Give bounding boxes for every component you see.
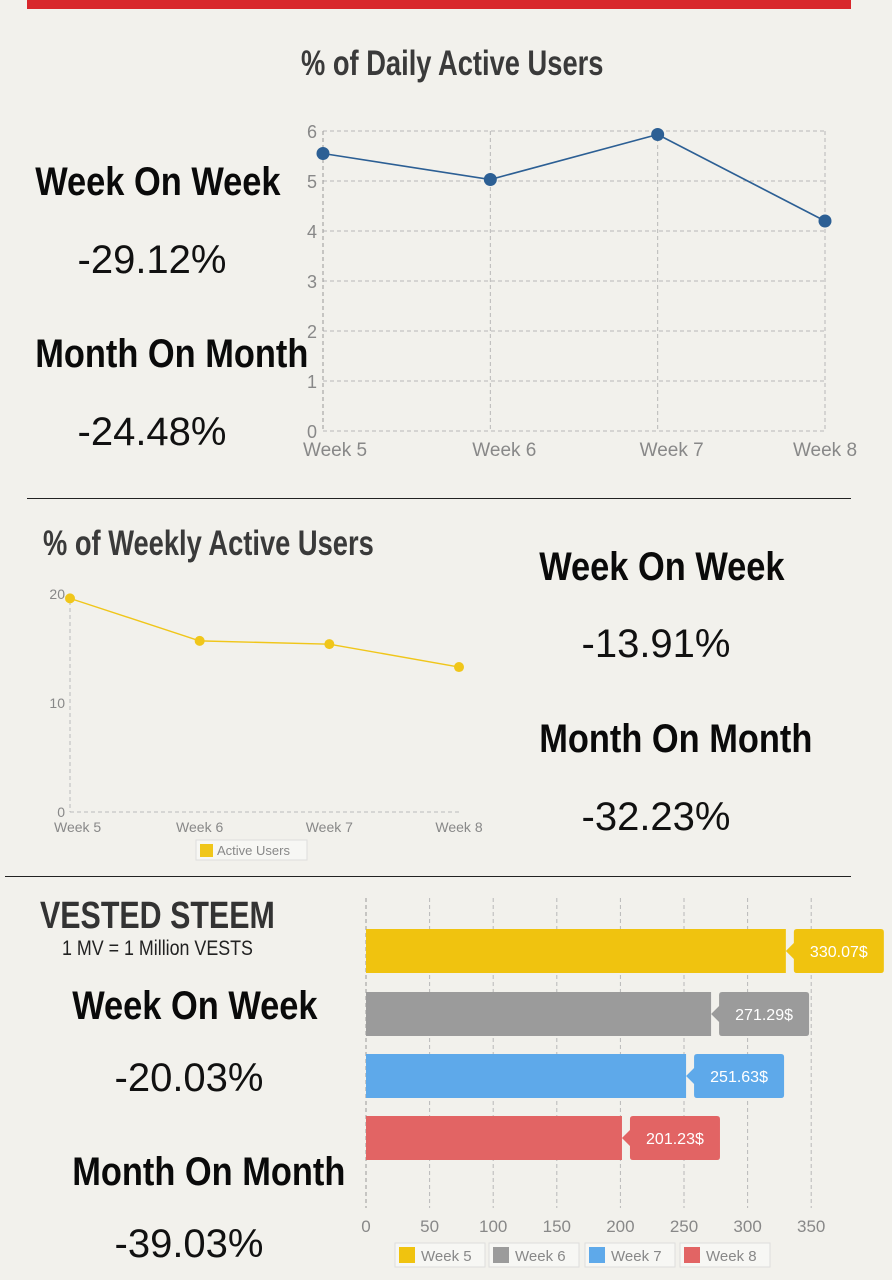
dau-chart-title: % of Daily Active Users: [301, 44, 604, 83]
vested-data-label-bubble: [621, 1116, 720, 1160]
dau-mom-value: -24.48%: [77, 410, 227, 454]
vested-data-label: 251.63$: [710, 1069, 768, 1086]
vested-x-tick-label: 350: [797, 1217, 825, 1236]
vested-data-label: 271.29$: [735, 1007, 793, 1024]
dau-x-tick-label: Week 5: [303, 440, 367, 461]
vested-legend-label: Week 5: [421, 1248, 472, 1265]
wau-y-tick-label: 0: [57, 804, 65, 820]
dau-y-tick-label: 2: [307, 322, 317, 342]
wau-data-point: [65, 593, 75, 604]
vested-x-tick-label: 250: [670, 1217, 698, 1236]
wau-mom-value: -32.23%: [581, 795, 731, 839]
vested-bar: [366, 929, 786, 973]
dau-y-tick-label: 0: [307, 422, 317, 442]
vested-x-tick-label: 0: [361, 1217, 370, 1236]
dau-y-tick-label: 1: [307, 372, 317, 392]
wau-data-point: [194, 635, 205, 646]
wau-x-tick-label: Week 6: [176, 819, 223, 835]
dau-wow-value: -29.12%: [77, 238, 227, 282]
wau-wow-value: -13.91%: [581, 622, 731, 666]
section-divider-2: [5, 876, 851, 877]
dau-x-tick-label: Week 7: [640, 440, 704, 461]
vested-data-label: 201.23$: [646, 1131, 704, 1148]
dau-wow-label: Week On Week: [35, 160, 281, 204]
wau-data-point: [324, 639, 335, 650]
wau-chart-title: % of Weekly Active Users: [43, 524, 374, 563]
vested-x-tick-label: 300: [733, 1217, 761, 1236]
vested-mom-value: -39.03%: [114, 1222, 264, 1266]
wau-legend-box: [195, 839, 308, 861]
vested-data-label-bubble: [785, 929, 884, 973]
vested-legend-swatch: [684, 1247, 700, 1263]
vested-title: VESTED STEEM: [40, 895, 275, 937]
vested-data-label-bubble: [711, 992, 810, 1036]
dau-y-tick-label: 4: [307, 222, 317, 242]
dau-x-tick-label: Week 8: [793, 440, 857, 461]
wau-x-tick-label: Week 8: [435, 819, 482, 835]
dau-y-tick-label: 5: [307, 172, 317, 192]
wau-x-tick-label: Week 5: [54, 819, 101, 835]
vested-wow-label: Week On Week: [72, 984, 318, 1028]
vested-data-label: 330.07$: [810, 944, 868, 961]
wau-wow-label: Week On Week: [539, 545, 785, 589]
wau-legend-swatch: [200, 844, 213, 857]
vested-legend-label: Week 8: [706, 1248, 757, 1265]
vested-x-tick-label: 150: [543, 1217, 571, 1236]
dau-series-line: [322, 133, 826, 222]
wau-data-point: [454, 662, 464, 673]
vested-bar: [366, 992, 712, 1036]
vested-legend-swatch: [399, 1247, 415, 1263]
vested-bar: [366, 1054, 687, 1098]
vested-legend-label: Week 6: [515, 1248, 566, 1265]
vested-x-tick-label: 200: [606, 1217, 634, 1236]
vested-subtitle: 1 MV = 1 Million VESTS: [62, 937, 253, 960]
wau-legend-label: Active Users: [217, 843, 290, 858]
dau-y-tick-label: 6: [307, 122, 317, 142]
wau-y-tick-label: 20: [49, 586, 65, 602]
dau-data-point: [818, 214, 832, 228]
dau-data-point: [316, 147, 330, 160]
vested-legend-swatch: [493, 1247, 509, 1263]
vested-x-tick-label: 50: [420, 1217, 439, 1236]
vested-x-tick-label: 100: [479, 1217, 507, 1236]
vested-bar: [366, 1116, 622, 1160]
wau-x-tick-label: Week 7: [306, 819, 353, 835]
dau-data-point: [651, 128, 665, 141]
dau-x-tick-label: Week 6: [472, 440, 536, 461]
wau-series-line: [69, 597, 460, 668]
wau-y-tick-label: 10: [49, 695, 65, 711]
vested-legend-swatch: [589, 1247, 605, 1263]
dau-y-tick-label: 3: [307, 272, 317, 292]
vested-wow-value: -20.03%: [114, 1056, 264, 1100]
vested-legend-label: Week 7: [611, 1248, 662, 1265]
section-divider-1: [27, 498, 851, 499]
top-red-bar: [27, 0, 851, 9]
vested-data-label-bubble: [686, 1054, 785, 1098]
dau-data-point: [483, 173, 497, 186]
